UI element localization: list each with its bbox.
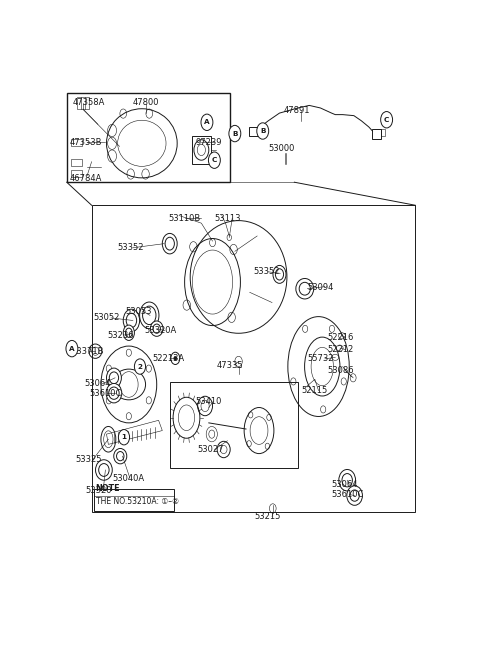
- Text: 53053: 53053: [125, 307, 152, 317]
- Bar: [71, 139, 82, 146]
- Text: 53027: 53027: [197, 445, 223, 454]
- Ellipse shape: [150, 321, 163, 336]
- Circle shape: [201, 114, 213, 130]
- Text: 53052: 53052: [94, 313, 120, 323]
- Ellipse shape: [143, 306, 156, 325]
- Text: 47335: 47335: [216, 360, 243, 370]
- Text: B: B: [260, 128, 265, 134]
- Ellipse shape: [276, 269, 284, 280]
- Text: 53325: 53325: [75, 456, 101, 464]
- Text: A: A: [204, 119, 210, 125]
- Bar: [381, 130, 385, 136]
- Text: 53320: 53320: [85, 486, 112, 495]
- Bar: [372, 130, 381, 139]
- Text: 53352: 53352: [253, 267, 280, 277]
- Ellipse shape: [339, 469, 356, 491]
- Ellipse shape: [109, 372, 119, 384]
- Text: 53610C: 53610C: [89, 388, 121, 398]
- Ellipse shape: [153, 324, 160, 333]
- Text: 46784A: 46784A: [69, 174, 102, 183]
- Circle shape: [134, 359, 145, 374]
- Text: 1: 1: [121, 434, 127, 440]
- Text: 53215: 53215: [254, 512, 280, 521]
- Text: 53000: 53000: [268, 144, 295, 154]
- Text: 55732: 55732: [307, 354, 334, 363]
- Text: 52213A: 52213A: [152, 354, 184, 363]
- Text: 52216: 52216: [328, 333, 354, 342]
- Text: 47353B: 47353B: [69, 138, 102, 147]
- Ellipse shape: [123, 325, 134, 340]
- Ellipse shape: [350, 490, 359, 501]
- Text: 53040A: 53040A: [112, 473, 144, 483]
- Ellipse shape: [109, 387, 119, 399]
- Bar: [77, 96, 89, 109]
- Text: THE NO.53210A: ①–②: THE NO.53210A: ①–②: [96, 497, 179, 505]
- Circle shape: [229, 126, 241, 142]
- Text: 53064: 53064: [332, 480, 358, 489]
- Bar: [94, 489, 174, 511]
- Text: 53110B: 53110B: [168, 213, 200, 223]
- Text: 52115: 52115: [301, 386, 327, 395]
- Bar: [249, 127, 258, 136]
- Text: 47358A: 47358A: [73, 98, 106, 107]
- Circle shape: [208, 152, 220, 168]
- Ellipse shape: [342, 473, 352, 487]
- Bar: [192, 136, 211, 164]
- Text: 47800: 47800: [132, 98, 159, 107]
- Text: 97239: 97239: [196, 138, 222, 147]
- Ellipse shape: [299, 283, 311, 295]
- Text: C: C: [384, 117, 389, 123]
- Ellipse shape: [114, 448, 127, 464]
- Ellipse shape: [165, 237, 174, 250]
- Ellipse shape: [140, 302, 159, 329]
- Bar: [67, 92, 230, 182]
- Text: 53352: 53352: [118, 243, 144, 252]
- Text: NOTE: NOTE: [96, 484, 120, 493]
- Text: 53064: 53064: [84, 380, 111, 388]
- Bar: [71, 170, 82, 177]
- Ellipse shape: [273, 265, 286, 283]
- Text: 53113: 53113: [215, 213, 241, 223]
- Circle shape: [257, 123, 269, 139]
- Ellipse shape: [347, 486, 362, 505]
- Ellipse shape: [123, 309, 140, 332]
- Ellipse shape: [126, 313, 137, 328]
- Ellipse shape: [296, 279, 314, 299]
- Bar: [170, 382, 298, 468]
- Bar: [71, 159, 82, 166]
- Text: 53410: 53410: [196, 397, 222, 406]
- Text: B: B: [232, 130, 238, 136]
- Text: C: C: [212, 157, 217, 163]
- Ellipse shape: [106, 384, 122, 403]
- Text: 53320A: 53320A: [145, 327, 177, 335]
- Text: 47891: 47891: [283, 106, 310, 115]
- Text: 53610C: 53610C: [332, 490, 364, 499]
- Ellipse shape: [162, 233, 177, 254]
- Ellipse shape: [117, 452, 124, 461]
- Circle shape: [174, 356, 177, 360]
- Circle shape: [119, 430, 130, 445]
- Circle shape: [66, 340, 78, 357]
- Text: 53236: 53236: [108, 331, 134, 340]
- Ellipse shape: [125, 328, 132, 337]
- Ellipse shape: [96, 460, 112, 480]
- Text: 53094: 53094: [307, 283, 334, 292]
- Ellipse shape: [107, 368, 121, 388]
- Text: 53371B: 53371B: [71, 346, 104, 356]
- Ellipse shape: [99, 464, 109, 476]
- Text: A: A: [69, 346, 75, 352]
- Text: 2: 2: [137, 364, 143, 370]
- Text: 52212: 52212: [328, 345, 354, 354]
- Text: 53086: 53086: [328, 366, 354, 375]
- Circle shape: [381, 112, 393, 128]
- Bar: [92, 205, 415, 513]
